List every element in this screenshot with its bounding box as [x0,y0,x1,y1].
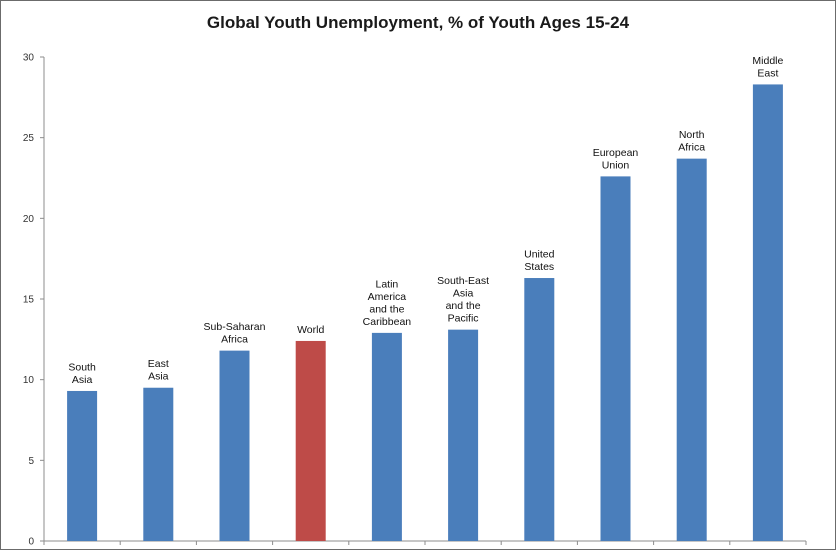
y-tick-label: 25 [23,133,35,144]
bar [295,340,326,541]
bar [600,176,631,542]
y-tick-label: 5 [28,456,34,467]
bar [676,158,707,541]
bar-category-label: World [297,324,324,336]
bar-category-label: United States [524,249,555,274]
y-tick-label: 10 [23,375,35,386]
bar-category-label: European Union [593,147,639,172]
bar-category-label: Sub-Saharan Africa [204,321,266,346]
chart-title: Global Youth Unemployment, % of Youth Ag… [206,13,630,32]
bar-category-label: East Asia [148,358,169,383]
bar [371,332,402,541]
bar-category-label: South Asia [68,361,96,386]
bar [67,390,98,541]
bar [143,387,174,541]
y-tick-label: 15 [23,295,35,306]
bar [752,84,783,541]
bar-category-label: North Africa [678,129,705,154]
bar-category-label: South-East Asia and the Pacific [437,275,489,325]
bar-category-label: Latin America and the Caribbean [363,278,412,328]
bar [448,329,479,541]
y-tick-label: 20 [23,214,35,225]
bar [524,278,555,541]
bar [219,350,250,541]
y-tick-label: 30 [23,53,35,64]
y-tick-label: 0 [28,537,34,548]
bar-category-label: Middle East [752,55,783,80]
